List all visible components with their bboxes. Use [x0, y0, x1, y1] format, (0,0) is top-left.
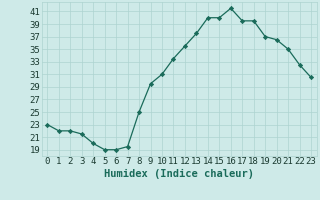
X-axis label: Humidex (Indice chaleur): Humidex (Indice chaleur): [104, 169, 254, 179]
